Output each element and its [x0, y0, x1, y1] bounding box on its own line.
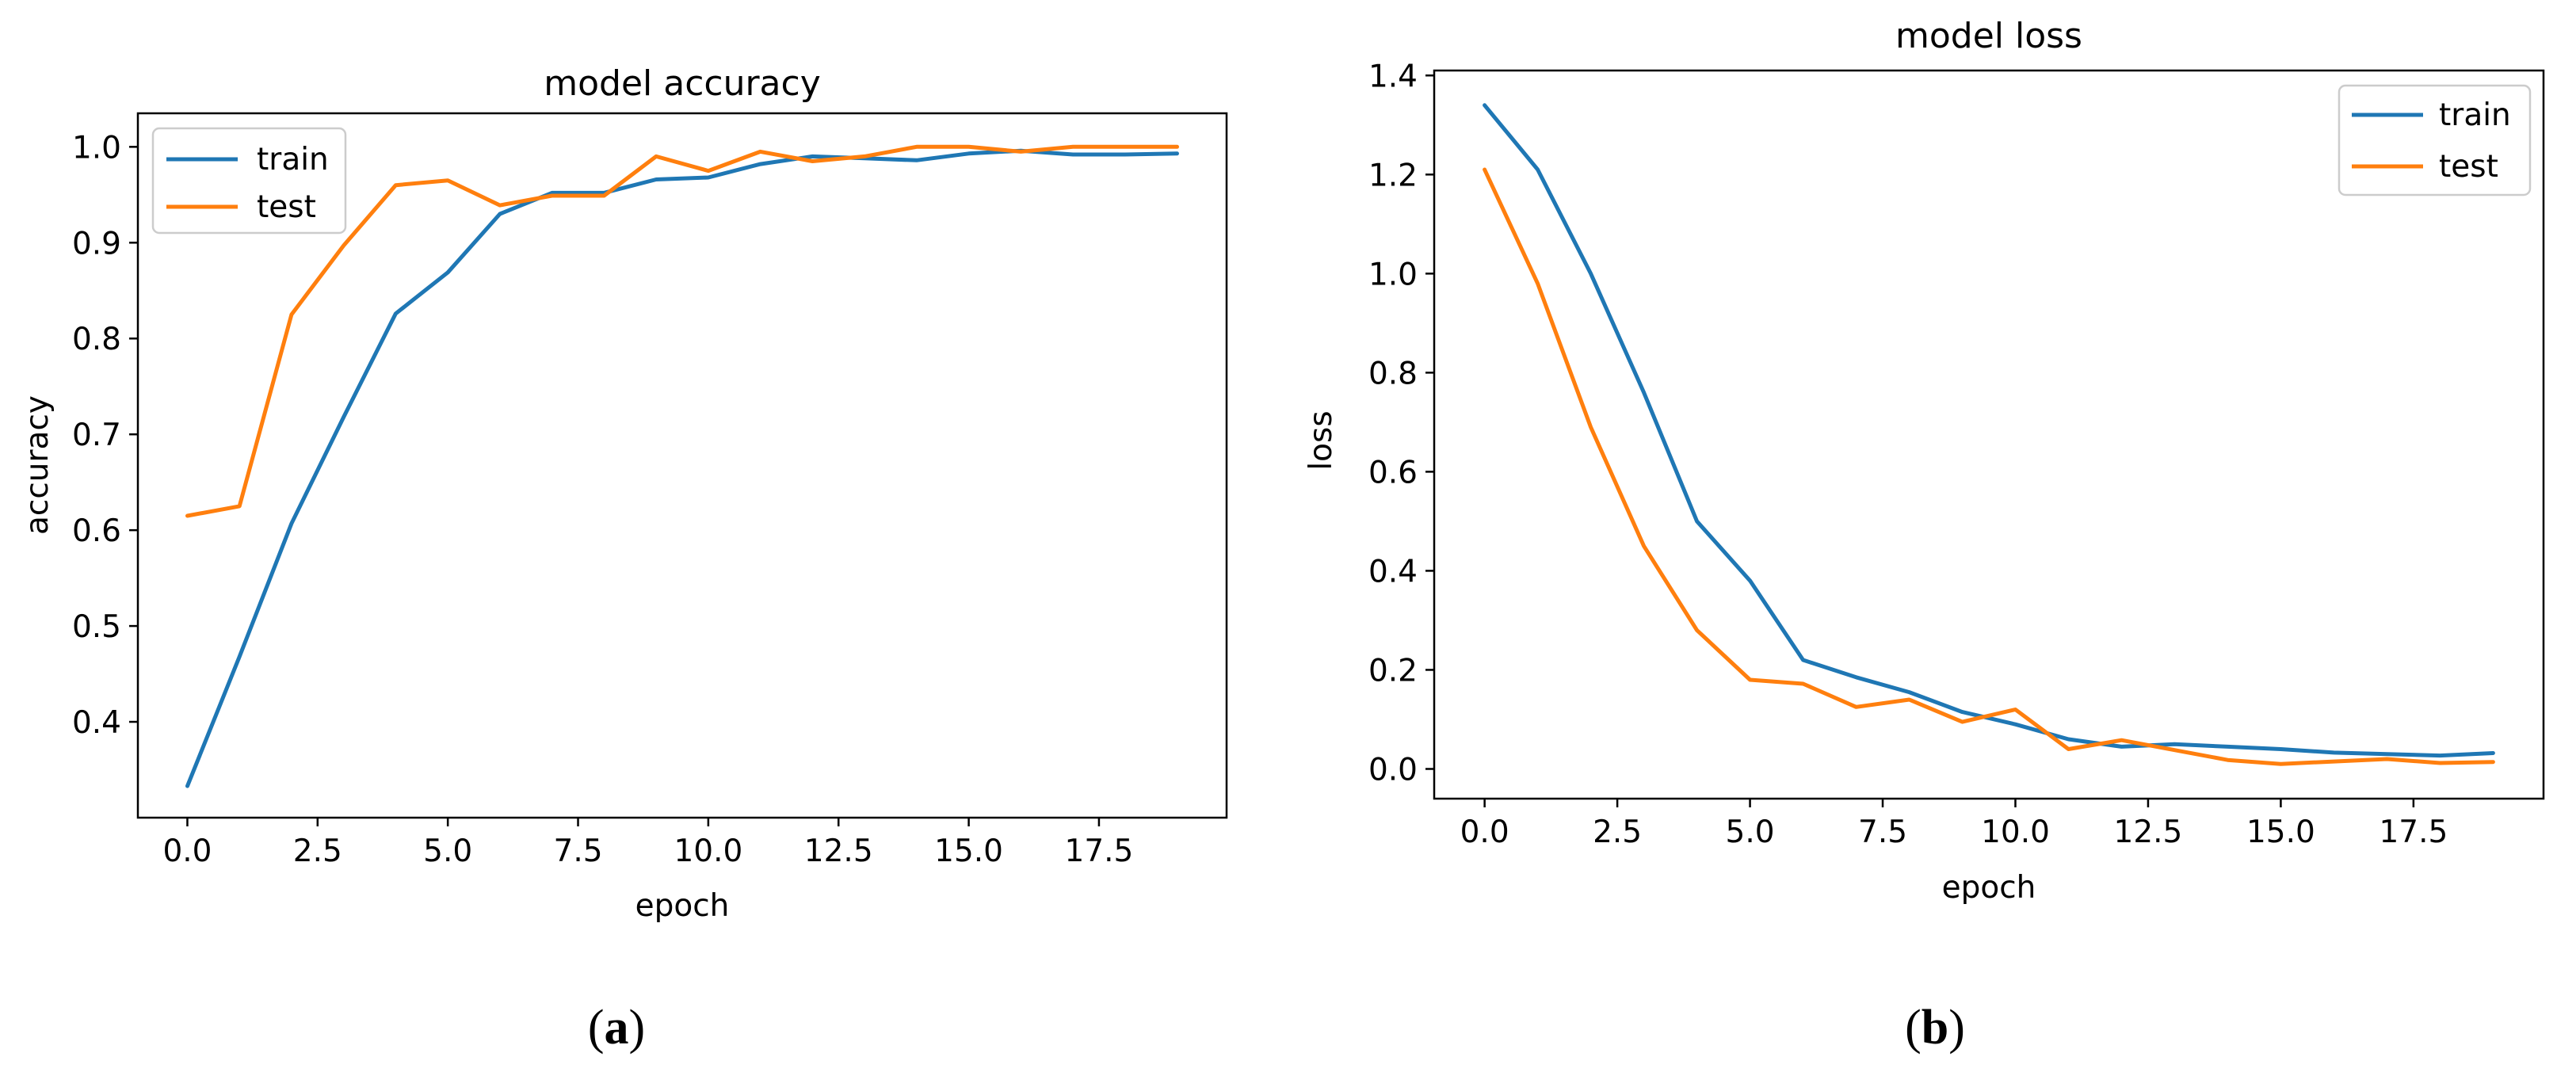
x-tick-label: 2.5 — [293, 834, 342, 869]
y-tick-label: 0.6 — [1368, 455, 1418, 490]
chart-title-accuracy: model accuracy — [544, 63, 821, 104]
x-axis-ticks-loss: 0.0 2.5 5.0 7.5 10.0 12.5 15.0 17.5 — [1460, 799, 2448, 850]
x-tick-label: 7.5 — [1858, 814, 1907, 850]
x-axis-ticks-accuracy: 0.0 2.5 5.0 7.5 10.0 12.5 15.0 17.5 — [162, 818, 1133, 869]
y-tick-label: 0.4 — [1368, 554, 1418, 589]
y-tick-label: 0.5 — [72, 609, 121, 645]
series-line-train-loss — [1483, 103, 2495, 758]
series-line-test-accuracy — [185, 144, 1179, 518]
y-tick-label: 0.2 — [1368, 653, 1418, 689]
series-lines-loss — [1483, 103, 2495, 766]
x-axis-label-loss: epoch — [1942, 870, 2036, 906]
series-lines-accuracy — [185, 144, 1179, 788]
x-tick-label: 5.0 — [423, 834, 472, 869]
y-tick-label: 0.8 — [1368, 356, 1418, 391]
x-tick-label: 7.5 — [554, 834, 603, 869]
y-tick-label: 0.7 — [72, 418, 121, 453]
y-tick-label: 0.9 — [72, 226, 121, 261]
y-tick-label: 0.4 — [72, 705, 121, 741]
legend-accuracy: train test — [151, 127, 347, 235]
y-axis-label-accuracy: accuracy — [20, 395, 55, 535]
legend-loss: train test — [2337, 84, 2532, 196]
x-tick-label: 12.5 — [2114, 814, 2183, 850]
legend-label-test: test — [2439, 149, 2498, 185]
y-tick-label: 1.0 — [72, 130, 121, 166]
series-line-test-loss — [1483, 167, 2495, 766]
y-axis-ticks-loss: 0.0 0.2 0.4 0.6 0.8 1.0 1.2 1.4 — [1368, 59, 1434, 788]
x-tick-label: 15.0 — [2246, 814, 2315, 850]
x-tick-label: 10.0 — [674, 834, 742, 869]
y-tick-label: 1.4 — [1368, 59, 1418, 94]
x-tick-label: 0.0 — [1460, 814, 1509, 850]
y-tick-label: 1.2 — [1368, 158, 1418, 193]
legend-label-train: train — [2439, 97, 2511, 133]
chart-accuracy: 0.4 0.5 0.6 0.7 0.8 0.9 1.0 0.0 2.5 5.0 7.5 10.0 12… — [20, 63, 1228, 1055]
panel-label-a: (a) — [588, 1001, 645, 1055]
x-tick-label: 12.5 — [804, 834, 873, 869]
x-tick-label: 17.5 — [2379, 814, 2448, 850]
y-tick-label: 0.6 — [72, 513, 121, 549]
x-tick-label: 2.5 — [1593, 814, 1642, 850]
y-tick-label: 1.0 — [1368, 257, 1418, 292]
y-tick-label: 0.0 — [1368, 752, 1418, 788]
x-tick-label: 10.0 — [1981, 814, 2050, 850]
legend-label-train: train — [257, 142, 329, 177]
x-tick-label: 15.0 — [934, 834, 1003, 869]
y-axis-label-loss: loss — [1303, 410, 1339, 470]
y-axis-ticks-accuracy: 0.4 0.5 0.6 0.7 0.8 0.9 1.0 — [72, 130, 138, 741]
y-tick-label: 0.8 — [72, 322, 121, 357]
chart-loss: 0.0 0.2 0.4 0.6 0.8 1.0 1.2 1.4 0.0 2.5 5.0 7.5 10.… — [1303, 16, 2545, 1055]
legend-label-test: test — [257, 189, 316, 225]
x-tick-label: 17.5 — [1065, 834, 1134, 869]
panel-label-b: (b) — [1905, 1001, 1965, 1055]
x-tick-label: 0.0 — [162, 834, 212, 869]
chart-title-loss: model loss — [1895, 16, 2082, 56]
x-axis-label-accuracy: epoch — [635, 888, 730, 924]
x-tick-label: 5.0 — [1726, 814, 1775, 850]
